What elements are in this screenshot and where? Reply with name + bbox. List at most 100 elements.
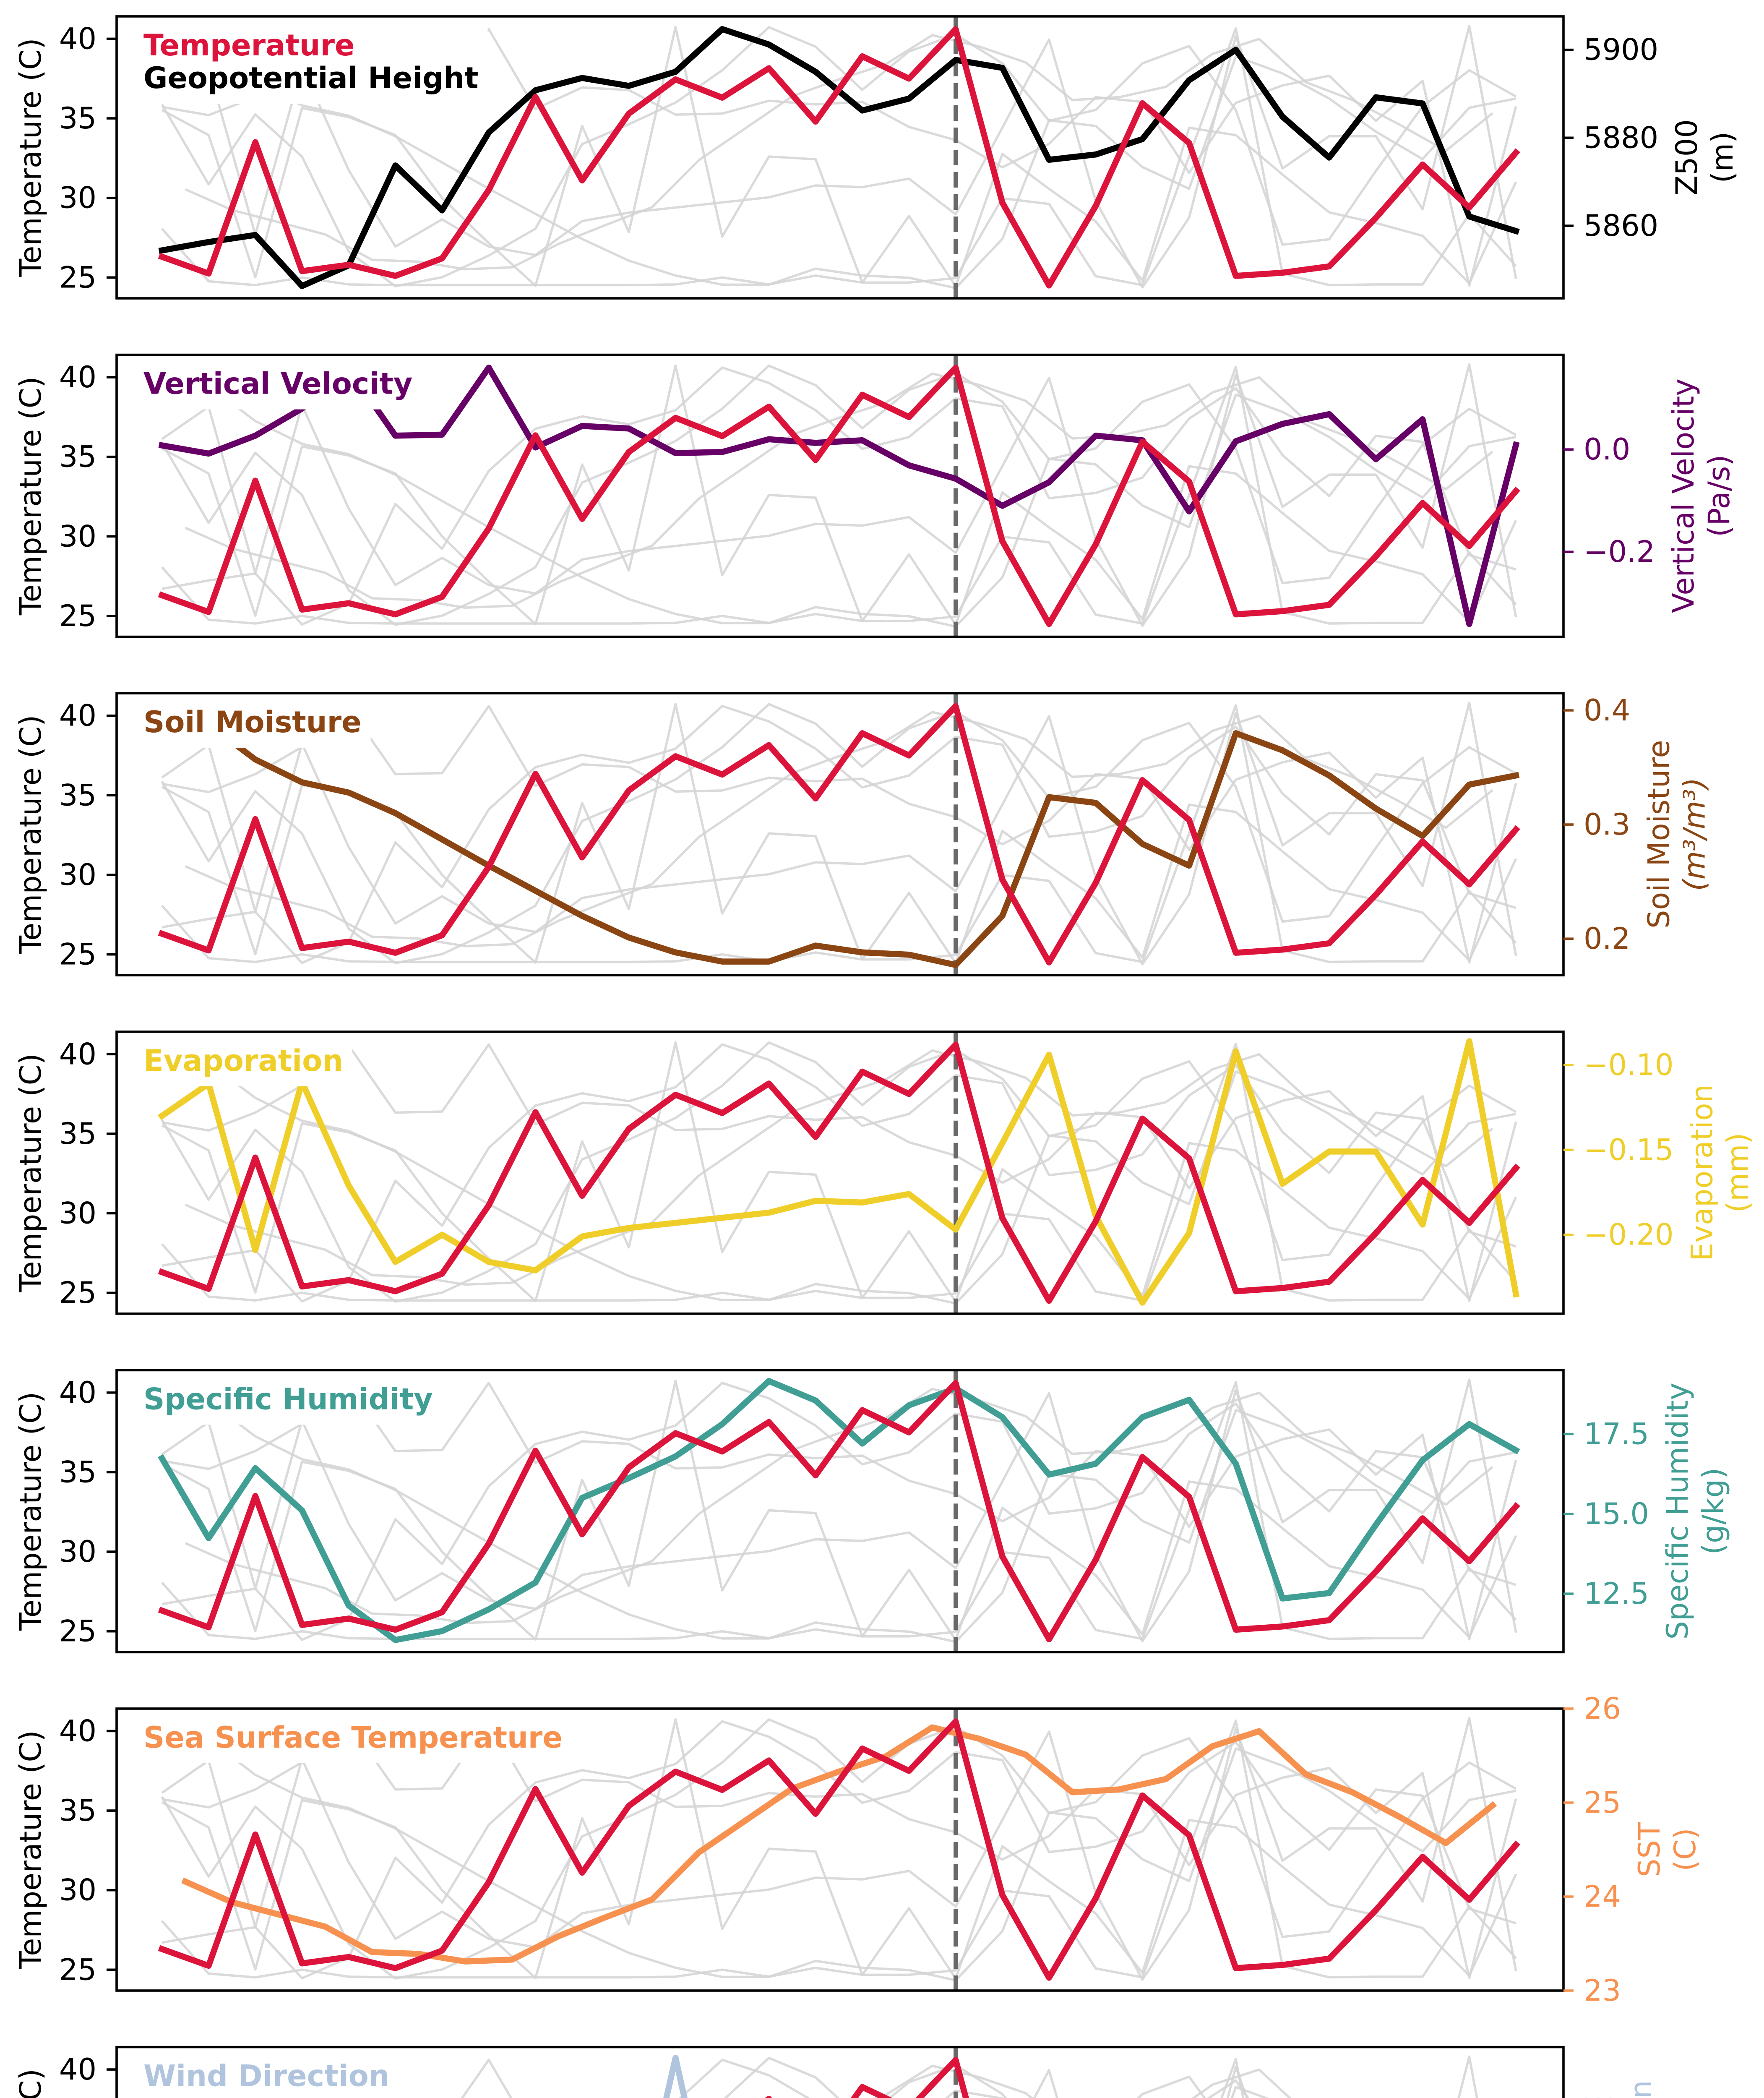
y2-axis-label-sea-surface-temperature-units: (C) (1668, 1828, 1702, 1871)
background-line-specific-humidity (161, 1041, 1517, 1303)
y-tick-label: 40 (59, 1037, 96, 1071)
y2-tick-label: −0.2 (1584, 535, 1655, 569)
background-line-evaporation (161, 702, 1517, 965)
y-tick-label: 25 (59, 1952, 96, 1987)
y2-axis-label-wind-direction: Wind Direction (1624, 2080, 1658, 2098)
y2-tick-label: 0.2 (1584, 921, 1630, 956)
background-line-evaporation (161, 1717, 1517, 1981)
panel-label-sea-surface-temperature: Sea Surface Temperature (143, 1720, 563, 1755)
background-line-precipitation (161, 704, 1517, 963)
plot-area (158, 355, 1520, 637)
y-tick-label: 25 (59, 260, 96, 295)
y-tick-label: 40 (59, 2052, 96, 2087)
background-line-wind-direction (161, 1380, 1517, 1641)
background-line-sea-surface-temperature (872, 2064, 1292, 2098)
y-tick-label: 30 (59, 519, 96, 553)
background-line-evaporation (161, 24, 1517, 289)
plot-area (161, 2047, 1478, 2098)
y-tick-label: 35 (59, 778, 96, 812)
y-tick-label: 35 (59, 1117, 96, 1151)
plot-area (158, 1370, 1520, 1652)
panel-vertical-velocity: Vertical Velocity 25 30 35 40 Temperature (C)… (13, 353, 1736, 638)
background-line-evaporation (161, 1378, 1517, 1642)
panel-label-geopotential-height: Geopotential Height (143, 61, 479, 95)
background-line-specific-humidity (161, 26, 1517, 287)
background-line-sea-surface-temperature (185, 34, 1493, 271)
y2-tick-label: −0.10 (1584, 1048, 1674, 1082)
background-line-vertical-velocity (162, 1382, 1517, 1641)
panel-label-temperature: Temperature (143, 28, 355, 63)
y2-tick-label: 24 (1584, 1879, 1621, 1914)
panel-soil-moisture: Soil Moisture 25 30 35 40 Temperature (C) 0.2 0… (13, 692, 1712, 976)
plot-area (158, 1709, 1520, 1991)
series-line-vertical-velocity (158, 364, 1520, 627)
background-line-wind-direction (161, 364, 1517, 626)
y-tick-label: 35 (59, 440, 96, 474)
y-axis-label-temperature: Temperature (C) (13, 376, 48, 616)
axes-frame (115, 353, 1565, 638)
y2-tick-label: −0.15 (1584, 1133, 1674, 1167)
y2-tick-label: 5860 (1584, 209, 1658, 243)
background-line-precipitation (161, 365, 1517, 625)
series-line-soil-moisture (158, 702, 1520, 968)
series-line-temperature (158, 703, 1520, 965)
y2-axis-label-specific-humidity: Specific Humidity (1660, 1383, 1695, 1639)
y-tick-label: 30 (59, 181, 96, 215)
y2-axis-label-vertical-velocity-units: (Pa/s) (1702, 454, 1736, 537)
series-line-temperature (158, 1041, 1520, 1304)
panel-label-background (134, 2050, 399, 2098)
axes-frame (115, 1031, 1565, 1315)
y2-tick-label: 26 (1584, 1691, 1621, 1726)
y-axis-label-temperature: Temperature (C) (13, 2069, 48, 2098)
background-line-specific-humidity (161, 1718, 1517, 1980)
axes-frame (115, 2046, 1565, 2098)
series-line-specific-humidity (158, 1378, 1520, 1643)
y2-tick-label: 12.5 (1584, 1576, 1649, 1611)
y2-axis-label-evaporation-units: (mm) (1721, 1133, 1755, 1213)
panel-sea-surface-temperature: Sea Surface Temperature 25 30 35 40 Temperatu… (13, 1691, 1702, 2008)
series-line-evaporation (157, 1038, 1520, 1306)
panel-label-background (134, 357, 422, 410)
y-tick-label: 35 (59, 101, 96, 136)
y2-tick-label: W (1584, 2092, 1613, 2098)
panel-label-evaporation: Evaporation (143, 1044, 343, 1078)
y2-axis-label-sea-surface-temperature: SST (1632, 1822, 1667, 1877)
y-tick-label: 25 (59, 937, 96, 972)
y2-axis-label-specific-humidity-units: (g/kg) (1696, 1468, 1730, 1555)
panel-label-background (134, 1712, 572, 1763)
panel-specific-humidity: Specific Humidity 25 30 35 40 Temperature (C)… (13, 1369, 1730, 1654)
panel-label-soil-moisture: Soil Moisture (143, 705, 362, 739)
y-tick-label: 25 (59, 1614, 96, 1649)
series-line-temperature (158, 26, 1520, 289)
axes-frame (115, 1369, 1565, 1654)
y-tick-label: 35 (59, 1793, 96, 1828)
y2-tick-label: 17.5 (1584, 1417, 1649, 1451)
y-axis-label-temperature: Temperature (C) (13, 1730, 48, 1969)
y2-tick-label: 5880 (1584, 120, 1658, 155)
background-line-precipitation (161, 27, 1517, 287)
background-line-sea-surface-temperature (185, 1049, 1493, 1286)
y-axis-label-temperature: Temperature (C) (13, 38, 48, 277)
panel-label-background (134, 1034, 352, 1086)
panel-label-background (134, 696, 371, 748)
y2-tick-label: 23 (1584, 1973, 1621, 2008)
y2-axis-label-geopotential-height-units: (m) (1705, 132, 1740, 183)
axes-frame (115, 1707, 1565, 1992)
panel-label-vertical-velocity: Vertical Velocity (143, 367, 412, 401)
background-line-vertical-velocity (162, 1720, 1517, 1979)
axes-frame (115, 15, 1565, 300)
background-line-vertical-velocity (162, 1043, 1517, 1302)
series-line-temperature (158, 1718, 1520, 1981)
background-line-vertical-velocity (162, 705, 1517, 964)
background-line-wind-direction (161, 1718, 1517, 1980)
background-line-specific-humidity (161, 703, 1517, 965)
panel-label-box: Specific Humidity (134, 1373, 442, 1425)
panel-evaporation: Evaporation 25 30 35 40 Temperature (C) −0.20 −… (13, 1031, 1755, 1315)
axes-frame (115, 692, 1565, 976)
y2-axis-label-geopotential-height: Z500 (1670, 119, 1704, 196)
background-line-specific-humidity (161, 364, 1517, 626)
y-tick-label: 40 (59, 699, 96, 733)
